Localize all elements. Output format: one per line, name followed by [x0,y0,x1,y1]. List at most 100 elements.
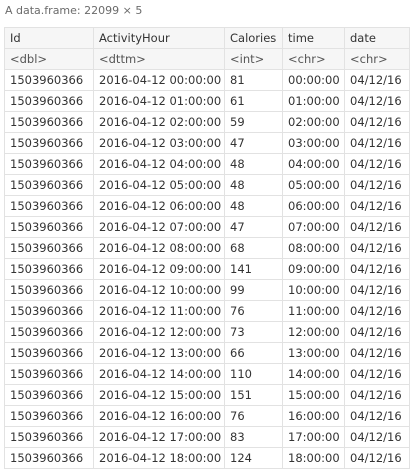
table-row: 1503960366 2016-04-12 00:00:00 81 00:00:… [4,69,410,91]
table-row: 1503960366 2016-04-12 02:00:00 59 02:00:… [4,111,410,133]
cell-id: 1503960366 [4,132,94,154]
cell-time: 10:00:00 [282,279,345,301]
table-row: 1503960366 2016-04-12 14:00:00 110 14:00… [4,363,410,385]
table-row: 1503960366 2016-04-12 17:00:00 83 17:00:… [4,426,410,448]
cell-date: 04/12/16 [344,447,410,469]
cell-activity-hour: 2016-04-12 07:00:00 [93,216,225,238]
data-frame-table: Id ActivityHour Calories time date <dbl>… [4,27,410,469]
cell-activity-hour: 2016-04-12 17:00:00 [93,426,225,448]
cell-id: 1503960366 [4,321,94,343]
cell-id: 1503960366 [4,216,94,238]
cell-calories: 99 [224,279,283,301]
cell-id: 1503960366 [4,279,94,301]
cell-time: 01:00:00 [282,90,345,112]
cell-id: 1503960366 [4,69,94,91]
table-row: 1503960366 2016-04-12 04:00:00 48 04:00:… [4,153,410,175]
cell-date: 04/12/16 [344,405,410,427]
table-row: 1503960366 2016-04-12 03:00:00 47 03:00:… [4,132,410,154]
cell-time: 12:00:00 [282,321,345,343]
cell-date: 04/12/16 [344,384,410,406]
cell-time: 05:00:00 [282,174,345,196]
column-type: <int> [224,48,283,70]
cell-id: 1503960366 [4,342,94,364]
cell-calories: 76 [224,300,283,322]
table-row: 1503960366 2016-04-12 13:00:00 66 13:00:… [4,342,410,364]
cell-time: 15:00:00 [282,384,345,406]
cell-date: 04/12/16 [344,279,410,301]
cell-date: 04/12/16 [344,90,410,112]
cell-date: 04/12/16 [344,426,410,448]
cell-activity-hour: 2016-04-12 06:00:00 [93,195,225,217]
cell-id: 1503960366 [4,363,94,385]
cell-time: 18:00:00 [282,447,345,469]
table-row: 1503960366 2016-04-12 05:00:00 48 05:00:… [4,174,410,196]
table-row: 1503960366 2016-04-12 16:00:00 76 16:00:… [4,405,410,427]
cell-date: 04/12/16 [344,153,410,175]
table-row: 1503960366 2016-04-12 07:00:00 47 07:00:… [4,216,410,238]
table-row: 1503960366 2016-04-12 09:00:00 141 09:00… [4,258,410,280]
column-header: ActivityHour [93,27,225,49]
cell-id: 1503960366 [4,300,94,322]
cell-calories: 81 [224,69,283,91]
cell-activity-hour: 2016-04-12 13:00:00 [93,342,225,364]
cell-calories: 61 [224,90,283,112]
cell-time: 11:00:00 [282,300,345,322]
table-row: 1503960366 2016-04-12 08:00:00 68 08:00:… [4,237,410,259]
cell-id: 1503960366 [4,237,94,259]
column-type: <chr> [344,48,410,70]
column-type: <dttm> [93,48,225,70]
cell-calories: 47 [224,216,283,238]
table-row: 1503960366 2016-04-12 11:00:00 76 11:00:… [4,300,410,322]
cell-activity-hour: 2016-04-12 03:00:00 [93,132,225,154]
cell-id: 1503960366 [4,111,94,133]
cell-date: 04/12/16 [344,195,410,217]
cell-activity-hour: 2016-04-12 09:00:00 [93,258,225,280]
cell-id: 1503960366 [4,447,94,469]
cell-time: 13:00:00 [282,342,345,364]
cell-time: 08:00:00 [282,237,345,259]
cell-activity-hour: 2016-04-12 16:00:00 [93,405,225,427]
cell-activity-hour: 2016-04-12 05:00:00 [93,174,225,196]
cell-time: 07:00:00 [282,216,345,238]
cell-time: 09:00:00 [282,258,345,280]
cell-time: 16:00:00 [282,405,345,427]
cell-calories: 48 [224,174,283,196]
table-row: 1503960366 2016-04-12 12:00:00 73 12:00:… [4,321,410,343]
cell-id: 1503960366 [4,90,94,112]
cell-activity-hour: 2016-04-12 04:00:00 [93,153,225,175]
cell-activity-hour: 2016-04-12 15:00:00 [93,384,225,406]
cell-calories: 66 [224,342,283,364]
table-caption: A data.frame: 22099 × 5 [5,4,143,17]
cell-calories: 83 [224,426,283,448]
column-header: Calories [224,27,283,49]
table-row: 1503960366 2016-04-12 01:00:00 61 01:00:… [4,90,410,112]
cell-time: 17:00:00 [282,426,345,448]
cell-date: 04/12/16 [344,363,410,385]
cell-activity-hour: 2016-04-12 01:00:00 [93,90,225,112]
cell-calories: 47 [224,132,283,154]
cell-date: 04/12/16 [344,111,410,133]
cell-time: 04:00:00 [282,153,345,175]
cell-date: 04/12/16 [344,237,410,259]
cell-calories: 48 [224,195,283,217]
cell-date: 04/12/16 [344,174,410,196]
column-type: <dbl> [4,48,94,70]
cell-id: 1503960366 [4,174,94,196]
cell-date: 04/12/16 [344,321,410,343]
cell-id: 1503960366 [4,384,94,406]
cell-calories: 59 [224,111,283,133]
cell-date: 04/12/16 [344,69,410,91]
cell-time: 02:00:00 [282,111,345,133]
cell-date: 04/12/16 [344,300,410,322]
cell-time: 03:00:00 [282,132,345,154]
cell-time: 00:00:00 [282,69,345,91]
cell-calories: 151 [224,384,283,406]
table-row: 1503960366 2016-04-12 06:00:00 48 06:00:… [4,195,410,217]
cell-id: 1503960366 [4,426,94,448]
cell-id: 1503960366 [4,153,94,175]
cell-date: 04/12/16 [344,132,410,154]
cell-date: 04/12/16 [344,342,410,364]
cell-date: 04/12/16 [344,216,410,238]
column-header: Id [4,27,94,49]
cell-id: 1503960366 [4,405,94,427]
